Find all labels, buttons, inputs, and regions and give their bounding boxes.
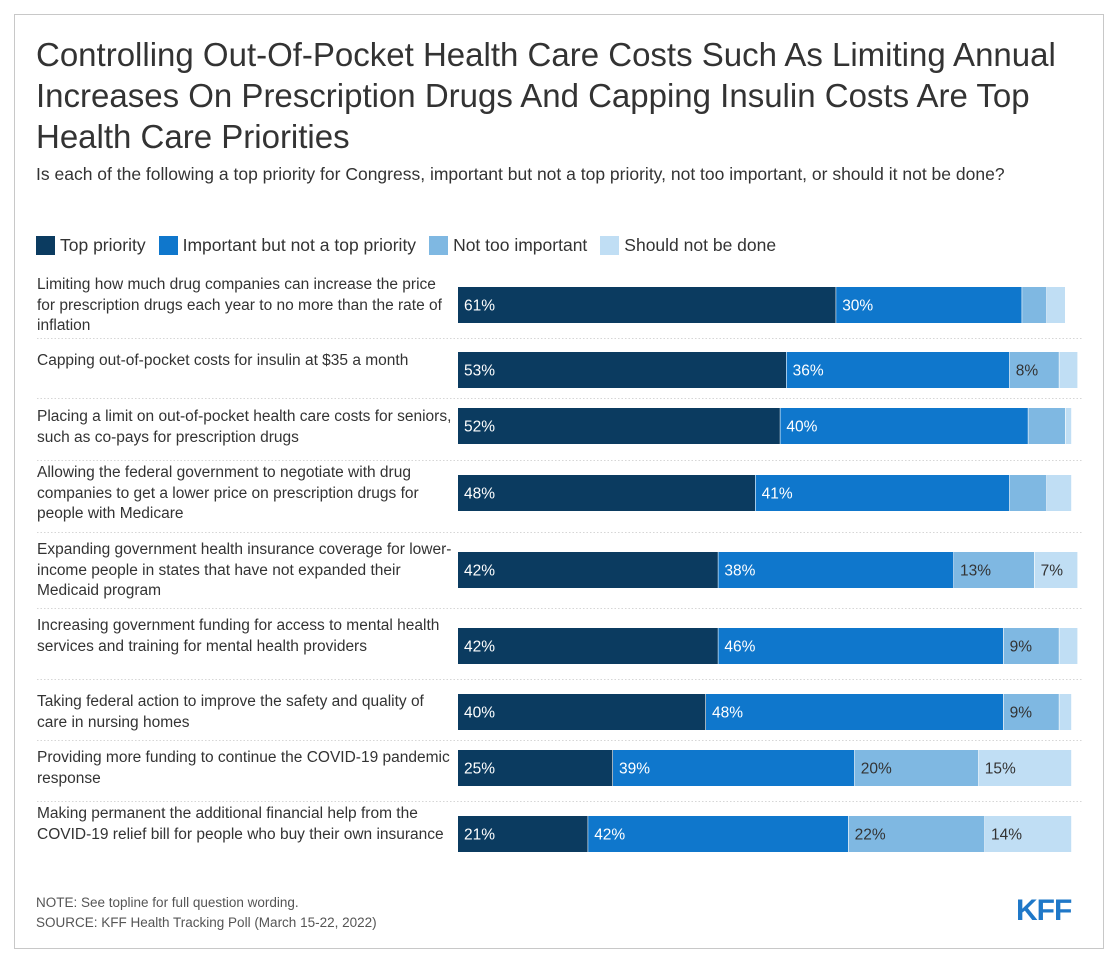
bar-data-label: 53% — [464, 363, 495, 380]
bar-data-label: 40% — [786, 419, 817, 436]
bar-segment — [978, 750, 1072, 786]
bar-data-label: 42% — [594, 827, 625, 844]
bar-segment — [1059, 628, 1078, 664]
legend-label-not-too-important: Not too important — [453, 234, 588, 255]
bar-segment — [786, 352, 1010, 388]
bar-data-label: 61% — [464, 298, 495, 315]
bar-data-label: 25% — [464, 761, 495, 778]
bar-segment — [613, 750, 855, 786]
chart-title: Controlling Out-Of-Pocket Health Care Co… — [36, 36, 1056, 155]
note-text: NOTE: See topline for full question word… — [36, 895, 299, 910]
bar-segment — [458, 750, 613, 786]
legend-swatch-should-not-be-done — [600, 235, 620, 255]
bar-data-label: 52% — [464, 419, 495, 436]
bar-segment — [706, 694, 1003, 730]
row-label: Making permanent the additional financia… — [37, 805, 444, 843]
row-label: Expanding government health insurance co… — [37, 541, 452, 599]
bar-segment — [458, 352, 786, 388]
bar-segment — [718, 628, 1003, 664]
source-text: SOURCE: KFF Health Tracking Poll (March … — [36, 915, 377, 930]
legend: Top priority Important but not a top pri… — [36, 233, 789, 257]
bar-segment — [755, 475, 1010, 511]
kff-logo: KFF — [1016, 894, 1072, 927]
row-label: Allowing the federal government to negot… — [37, 464, 419, 522]
legend-swatch-not-too-important — [429, 235, 449, 255]
bar-segment — [458, 287, 836, 323]
bar-data-label: 21% — [464, 827, 495, 844]
row-label: Taking federal action to improve the saf… — [37, 693, 424, 731]
bar-segment — [458, 408, 780, 444]
bar-data-label: 22% — [855, 827, 886, 844]
bar-segment — [1059, 352, 1078, 388]
row-label: Capping out-of-pocket costs for insulin … — [37, 352, 409, 369]
bar-data-label: 42% — [464, 563, 495, 580]
legend-item-not-too-important: Not too important — [429, 235, 587, 256]
bar-segment — [848, 816, 985, 852]
chart-subtitle: Is each of the following a top priority … — [36, 164, 1005, 184]
bar-segment — [1003, 694, 1059, 730]
bar-segment — [954, 552, 1034, 588]
legend-label-important: Important but not a top priority — [182, 234, 417, 255]
bar-segment — [836, 287, 1022, 323]
row-label: Providing more funding to continue the C… — [37, 749, 450, 787]
bar-data-label: 30% — [842, 298, 873, 315]
bar-segment — [1009, 475, 1047, 511]
bar-segment — [780, 408, 1028, 444]
bar-segment — [458, 475, 755, 511]
bar-segment — [588, 816, 848, 852]
legend-swatch-important — [158, 235, 178, 255]
bar-data-label: 39% — [619, 761, 650, 778]
legend-label-should-not-be-done: Should not be done — [624, 234, 777, 255]
bar-data-label: 36% — [793, 363, 824, 380]
bar-data-label: 42% — [464, 639, 495, 656]
bar-segment — [854, 750, 979, 786]
bar-segment — [1003, 628, 1059, 664]
row-label: Increasing government funding for access… — [37, 617, 440, 655]
bar-segment — [1009, 352, 1059, 388]
legend-label-top-priority: Top priority — [60, 234, 146, 255]
bar-segment — [718, 552, 954, 588]
bar-segment — [458, 694, 706, 730]
bar-segment — [1047, 287, 1065, 323]
bar-data-label: 7% — [1041, 563, 1064, 580]
legend-item-top-priority: Top priority — [36, 235, 146, 256]
bar-data-label: 9% — [1010, 705, 1033, 722]
row-label: Placing a limit on out-of-pocket health … — [37, 408, 452, 446]
bar-data-label: 48% — [464, 486, 495, 503]
bar-data-label: 14% — [991, 827, 1022, 844]
bar-data-label: 48% — [712, 705, 743, 722]
row-label: Limiting how much drug companies can inc… — [37, 276, 442, 334]
legend-item-should-not-be-done: Should not be done — [600, 235, 776, 256]
bar-segment — [458, 628, 718, 664]
bar-segment — [1028, 408, 1065, 444]
legend-swatch-top-priority — [36, 235, 55, 255]
bar-segment — [1059, 694, 1072, 730]
bar-segment — [1065, 408, 1072, 444]
bar-data-label: 8% — [1016, 363, 1039, 380]
bar-data-label: 20% — [861, 761, 892, 778]
bar-data-label: 41% — [762, 486, 793, 503]
bar-segment — [985, 816, 1072, 852]
chart-frame — [14, 14, 1104, 949]
bar-segment — [1022, 287, 1047, 323]
bar-segment — [458, 552, 718, 588]
bar-segment — [458, 816, 588, 852]
bar-data-label: 46% — [724, 639, 755, 656]
bar-data-label: 13% — [960, 563, 991, 580]
bar-segment — [1047, 475, 1072, 511]
legend-item-important: Important but not a top priority — [158, 234, 417, 256]
bar-segment — [1034, 552, 1078, 588]
bar-data-label: 9% — [1010, 639, 1033, 656]
bar-data-label: 15% — [985, 761, 1016, 778]
bar-data-label: 38% — [724, 563, 755, 580]
bar-data-label: 40% — [464, 705, 495, 722]
